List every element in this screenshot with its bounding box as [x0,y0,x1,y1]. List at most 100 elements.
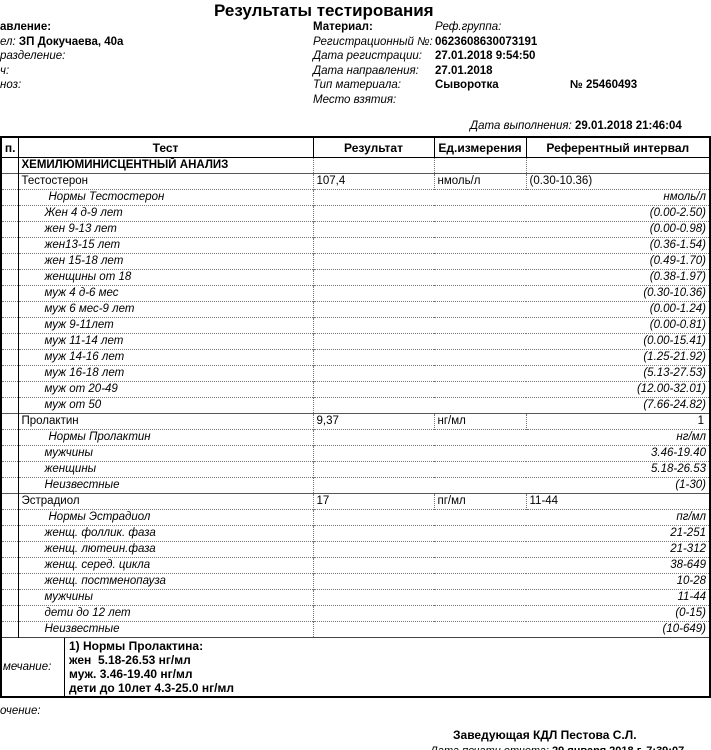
table-row: женщины от 18 (0.38-1.97) [1,269,710,286]
table-row: мужчины 11-44 [1,589,710,606]
norm-value: (0.49-1.70) [312,253,710,270]
table-row: Жен 4 д-9 лет (0.00-2.50) [1,205,710,222]
ref-interval: 11-44 [525,493,710,510]
table-row: мужчины 3.46-19.40 [1,445,710,462]
doctor-row: ч: [0,64,123,79]
row-number [1,429,18,446]
norm-value: (1.25-21.92) [312,349,710,366]
material-type-row: Тип материала: Сыворотка № 25460493 [313,78,711,93]
conclusion-label: очение: [0,705,41,717]
table-row: женщины 5.18-26.53 [1,461,710,478]
table-row: муж 6 мес-9 лет (0.00-1.24) [1,301,710,318]
test-name: муж 6 мес-9 лет [17,301,313,318]
table-row: Пролактин 9,37 нг/мл 1 [1,413,710,430]
test-name: женщ. постменопауза [17,573,313,590]
note-row: мечание: 1) Нормы Пролактина: жен 5.18-26.… [1,637,710,697]
reg-no-value: 0623608630073191 [435,35,538,48]
test-name: женщины от 18 [17,269,313,286]
row-number [1,589,18,606]
row-number [1,237,18,254]
test-name: мужчины [17,445,313,462]
subdivision-row: разделение: [0,49,123,64]
place-row: Место взятия: [313,93,711,108]
table-row: жен 9-13 лет (0.00-0.98) [1,221,710,238]
unit-value [433,157,526,174]
row-number [1,301,18,318]
print-date-value: 29 января 2018 г. 7:39:07 [552,745,684,750]
reg-date-value: 27.01.2018 9:54:50 [435,50,536,62]
norm-value: (1-30) [312,477,710,494]
reg-date-label: Дата регистрации: [313,50,422,62]
row-number [1,525,18,542]
reg-date-row: Дата регистрации: 27.01.2018 9:54:50 [313,49,711,64]
table-row: муж 4 д-6 мес (0.30-10.36) [1,285,710,302]
col-header-test: Тест [17,136,314,158]
test-name: жен 9-13 лет [17,221,313,238]
norm-value: (0.00-0.98) [312,221,710,238]
test-name: жен 15-18 лет [17,253,313,270]
test-name: Пролактин [17,413,313,430]
norm-value: (0.00-1.24) [312,301,710,318]
row-number [1,557,18,574]
material-row: Материал: Реф.группа: [313,20,711,35]
department-label: ел: [0,35,16,48]
col-header-unit: Ед.измерения [433,136,527,158]
ref-interval: (0.30-10.36) [525,173,710,190]
row-number [1,253,18,270]
sample-number: № 25460493 [570,79,638,91]
norm-value: (0-15) [312,605,710,622]
note-line: 1) Нормы Пролактина: [69,639,204,653]
norm-value: (12.00-32.01) [312,381,710,398]
row-number [1,493,18,510]
row-number [1,573,18,590]
unit-value: нг/мл [433,413,526,430]
norm-value: нмоль/л [312,189,710,206]
row-number [1,413,18,430]
norm-value: (0.38-1.97) [312,269,710,286]
norm-value: (10-649) [312,621,710,638]
ref-group-label: Реф.группа: [435,21,502,33]
results-table: п. Тест Результат Ед.измерения Референтн… [0,136,711,698]
col-header-ref: Референтный интервал [525,136,711,158]
print-date-line: Дата печати отчета: 29 января 2018 г. 7:… [430,745,684,750]
sample-info-block: Материал: Реф.группа: Регистрационный №: 0… [313,20,711,107]
col-header-num: п. [0,136,19,158]
test-name: Нормы Тестостерон [17,189,313,206]
patient-info-block: авление: ел: ЗП Докучаева, 40а разделени… [0,20,123,93]
norm-value: (0.00-0.81) [312,317,710,334]
results-table-body: ХЕМИЛЮМИНИСЦЕНТНЫЙ АНАЛИЗ Тестостерон 107,… [1,157,710,697]
table-row: Тестостерон 107,4 нмоль/л (0.30-10.36) [1,173,710,190]
test-name: муж 11-14 лет [17,333,313,350]
norm-value: нг/мл [312,429,710,446]
test-name: женщ. серед. цикла [17,557,313,574]
doctor-label: ч: [0,64,10,77]
table-row: Нормы Эстрадиол пг/мл [1,509,710,526]
row-number [1,461,18,478]
norm-value: 11-44 [312,589,710,606]
test-name: женщины [17,461,313,478]
norm-value: (5.13-27.53) [312,365,710,382]
table-row: дети до 12 лет (0-15) [1,605,710,622]
norm-value: 21-312 [312,541,710,558]
material-type-label: Тип материала: [313,79,401,91]
norm-value: (7.66-24.82) [312,397,710,414]
table-row: муж 9-11лет (0.00-0.81) [1,317,710,334]
ref-interval: 1 [525,413,710,430]
row-number [1,317,18,334]
dir-date-row: Дата направления: 27.01.2018 [313,64,711,79]
place-label: Место взятия: [313,93,397,106]
test-name: мужчины [17,589,313,606]
norm-value: 3.46-19.40 [312,445,710,462]
header-row: п. Тест Результат Ед.измерения Референтн… [0,136,711,158]
unit-value: пг/мл [433,493,526,510]
row-number [1,621,18,638]
result-value: 107,4 [312,173,434,190]
signature-line: Заведующая КДЛ Пестова С.Л. [453,728,637,742]
table-row: ХЕМИЛЮМИНИСЦЕНТНЫЙ АНАЛИЗ [1,157,710,174]
norm-value: 21-251 [312,525,710,542]
test-name: жен13-15 лет [17,237,313,254]
norm-value: (0.30-10.36) [312,285,710,302]
row-number [1,605,18,622]
table-row: Неизвестные (1-30) [1,477,710,494]
